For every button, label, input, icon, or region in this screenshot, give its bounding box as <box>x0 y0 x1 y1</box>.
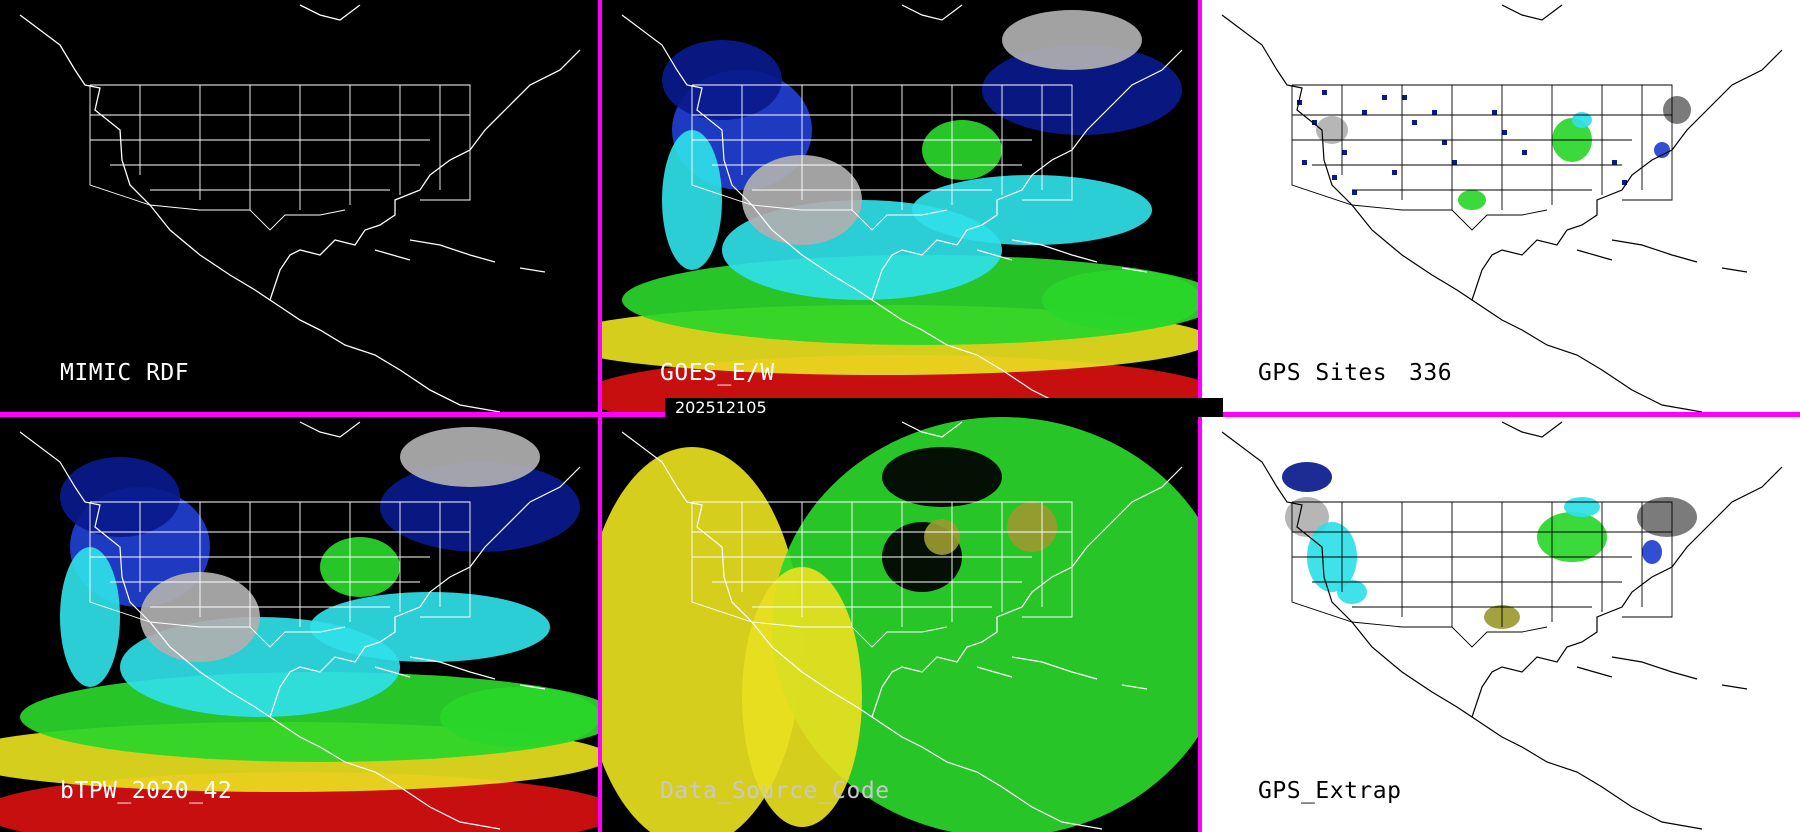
state-borders <box>1291 501 1673 648</box>
field-blob <box>1285 497 1329 537</box>
field-blob <box>1042 270 1198 330</box>
field-blob <box>1537 512 1607 562</box>
field-blob <box>1663 96 1691 124</box>
field-blob <box>1642 540 1662 564</box>
panel-mimic-rdf: MIMIC RDF <box>0 0 598 412</box>
coastline <box>621 421 1183 830</box>
field-blob <box>1637 497 1697 537</box>
panel-data-source: Data_Source_Code <box>602 417 1198 832</box>
gps-site-marker <box>1382 95 1387 100</box>
coastline <box>1221 4 1783 412</box>
gps-site-marker <box>1612 160 1617 165</box>
map-data-source <box>602 417 1198 832</box>
map-goes <box>602 4 1198 412</box>
gps-site-marker <box>1412 120 1417 125</box>
timestamp-bar: 202512105 <box>665 398 1223 417</box>
field-blob <box>1002 10 1142 70</box>
field-blob <box>1337 580 1367 604</box>
field-blob <box>1007 502 1057 552</box>
field-blob <box>662 130 722 270</box>
panel-btpw: bTPW_2020_42 <box>0 417 598 832</box>
panel-goes: GOES_E/W <box>602 0 1198 412</box>
field-blob <box>882 447 1002 507</box>
gps-site-marker <box>1502 130 1507 135</box>
field-blob <box>1572 112 1592 128</box>
state-borders <box>89 501 471 648</box>
map-gps-extrap <box>1221 421 1783 830</box>
coastline <box>19 421 581 830</box>
panel-label: bTPW_2020_42 <box>60 778 233 804</box>
gps-site-marker <box>1322 90 1327 95</box>
coastline <box>19 4 581 412</box>
panel-label: Data_Source_Code <box>660 778 890 804</box>
gps-site-marker <box>1452 160 1457 165</box>
field-blob <box>982 45 1182 135</box>
gps-site-marker <box>1622 180 1627 185</box>
panel-label: GOES_E/W <box>660 360 775 386</box>
field-blob <box>1564 497 1600 517</box>
field-blob <box>922 120 1002 180</box>
field-blob <box>772 417 1198 832</box>
field-blob <box>912 175 1152 245</box>
field-blob <box>1654 142 1670 158</box>
field-blob <box>310 592 550 662</box>
state-borders <box>89 84 471 231</box>
gps-site-marker <box>1492 110 1497 115</box>
field-blob <box>320 537 400 597</box>
field-blob <box>1316 116 1348 144</box>
state-borders <box>691 501 1073 648</box>
field-blob <box>380 462 580 552</box>
field-blob <box>662 40 782 120</box>
gps-site-marker <box>1312 120 1317 125</box>
gps-site-marker <box>1442 140 1447 145</box>
field-blob <box>60 457 180 537</box>
state-borders <box>1291 84 1673 231</box>
panel-gps-sites: GPS Sites 336 <box>1202 0 1800 412</box>
gps-site-marker <box>1352 190 1357 195</box>
site-count: 336 <box>1409 360 1453 386</box>
gps-site-marker <box>1297 100 1302 105</box>
coastline <box>621 4 1183 412</box>
coastline <box>1221 421 1783 830</box>
map-gps-sites <box>1221 4 1783 412</box>
gps-site-marker <box>1402 95 1407 100</box>
field-blob <box>742 567 862 827</box>
panel-label: GPS Sites <box>1258 360 1388 386</box>
gps-site-marker <box>1362 110 1367 115</box>
gps-site-marker <box>1342 150 1347 155</box>
field-blob <box>1458 190 1486 210</box>
field-blob <box>1282 462 1332 492</box>
gps-site-marker <box>1392 170 1397 175</box>
panel-label: GPS_Extrap <box>1258 778 1402 804</box>
field-blob <box>60 547 120 687</box>
gps-site-marker <box>1432 110 1437 115</box>
gps-site-marker <box>1522 150 1527 155</box>
gps-site-marker <box>1302 160 1307 165</box>
field-blob <box>440 687 598 747</box>
map-mimic-rdf <box>19 4 581 412</box>
gps-site-marker <box>1332 175 1337 180</box>
state-borders <box>691 84 1073 231</box>
panel-gps-extrap: GPS_Extrap <box>1202 417 1800 832</box>
panel-label: MIMIC RDF <box>60 360 190 386</box>
map-btpw <box>0 421 598 832</box>
field-blob <box>924 519 960 555</box>
field-blob <box>400 427 540 487</box>
